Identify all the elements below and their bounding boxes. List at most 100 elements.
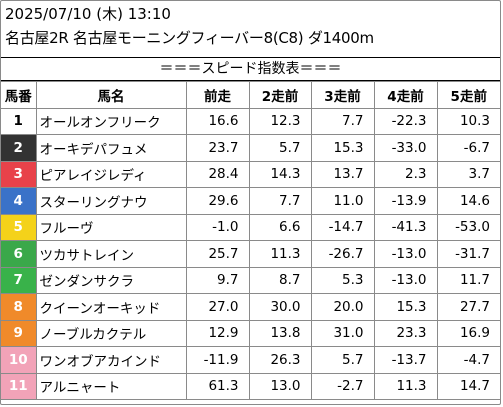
speed-index-value: 5.7 [310,346,375,374]
horse-number: 7 [1,266,37,294]
table-row: 5 フルーヴ -1.0 6.6 -14.7 -41.3 -53.0 [1,213,500,241]
table-row: 9 ノーブルカクテル 12.9 13.8 31.0 23.3 16.9 [1,319,500,347]
col-header-number: 馬番 [1,81,37,109]
speed-index-table: 馬番 馬名 前走 2走前 3走前 4走前 5走前 1 オールオンフリーク 16.6 1… [1,81,500,400]
table-row: 1 オールオンフリーク 16.6 12.3 7.7 -22.3 10.3 [1,107,500,135]
speed-index-value: 25.7 [185,240,250,268]
horse-number: 8 [1,293,37,321]
table-row: 3 ピアレイジレディ 28.4 14.3 13.7 2.3 3.7 [1,160,500,188]
speed-index-value: -13.9 [373,187,438,215]
speed-index-value: 7.7 [248,187,312,215]
horse-number: 1 [1,107,37,135]
speed-index-value: -22.3 [373,107,438,135]
horse-name: ノーブルカクテル [35,319,187,347]
speed-index-value: 31.0 [310,319,375,347]
horse-number: 11 [1,372,37,400]
speed-index-value: 61.3 [185,372,250,400]
speed-index-value: 28.4 [185,160,250,188]
speed-index-value: 29.6 [185,187,250,215]
horse-name: オールオンフリーク [35,107,187,135]
table-row: 10 ワンオブアカインド -11.9 26.3 5.7 -13.7 -4.7 [1,346,500,374]
speed-index-value: -11.9 [185,346,250,374]
speed-index-value: 14.6 [436,187,500,215]
horse-name: クイーンオーキッド [35,293,187,321]
speed-index-value: 2.3 [373,160,438,188]
speed-index-value: 7.7 [310,107,375,135]
speed-index-value: 16.6 [185,107,250,135]
speed-index-value: -2.7 [310,372,375,400]
horse-number: 3 [1,160,37,188]
horse-name: オーキデパフュメ [35,134,187,162]
table-row: 4 スターリングナウ 29.6 7.7 11.0 -13.9 14.6 [1,187,500,215]
table-row: 8 クイーンオーキッド 27.0 30.0 20.0 15.3 27.7 [1,293,500,321]
speed-index-value: 5.7 [248,134,312,162]
speed-index-value: -6.7 [436,134,500,162]
speed-index-value: 26.3 [248,346,312,374]
speed-index-value: -13.0 [373,240,438,268]
speed-index-value: 9.7 [185,266,250,294]
horse-number: 2 [1,134,37,162]
speed-index-value: -13.0 [373,266,438,294]
speed-index-value: 11.0 [310,187,375,215]
speed-index-value: 11.3 [373,372,438,400]
speed-index-value: 8.7 [248,266,312,294]
speed-index-value: 20.0 [310,293,375,321]
speed-index-value: -33.0 [373,134,438,162]
speed-index-value: 12.9 [185,319,250,347]
horse-name: スターリングナウ [35,187,187,215]
speed-index-value: 15.3 [373,293,438,321]
horse-name: フルーヴ [35,213,187,241]
speed-index-value: 15.3 [310,134,375,162]
horse-name: ワンオブアカインド [35,346,187,374]
horse-name: ピアレイジレディ [35,160,187,188]
col-header-4-races-ago: 4走前 [373,81,438,109]
speed-index-value: 23.3 [373,319,438,347]
speed-index-value: -41.3 [373,213,438,241]
horse-number: 4 [1,187,37,215]
speed-index-value: 27.0 [185,293,250,321]
speed-index-value: -1.0 [185,213,250,241]
col-header-5-races-ago: 5走前 [436,81,500,109]
horse-number: 10 [1,346,37,374]
speed-index-value: 30.0 [248,293,312,321]
speed-index-value: 12.3 [248,107,312,135]
speed-index-value: 13.0 [248,372,312,400]
speed-index-value: -4.7 [436,346,500,374]
speed-index-value: 5.3 [310,266,375,294]
speed-index-value: 10.3 [436,107,500,135]
col-header-2-races-ago: 2走前 [248,81,312,109]
horse-name: ツカサトレイン [35,240,187,268]
speed-index-value: 3.7 [436,160,500,188]
table-row: 6 ツカサトレイン 25.7 11.3 -26.7 -13.0 -31.7 [1,240,500,268]
speed-index-value: 6.6 [248,213,312,241]
speed-index-value: -26.7 [310,240,375,268]
speed-index-value: 27.7 [436,293,500,321]
speed-index-value: 14.3 [248,160,312,188]
table-row: 11 アルニャート 61.3 13.0 -2.7 11.3 14.7 [1,372,500,400]
speed-index-value: -53.0 [436,213,500,241]
horse-name: ゼンダンサクラ [35,266,187,294]
col-header-horse-name: 馬名 [35,81,187,109]
col-header-last-race: 前走 [185,81,250,109]
speed-index-value: -14.7 [310,213,375,241]
speed-index-value: -13.7 [373,346,438,374]
table-header-row: 馬番 馬名 前走 2走前 3走前 4走前 5走前 [1,81,500,109]
speed-index-value: 16.9 [436,319,500,347]
table-row: 7 ゼンダンサクラ 9.7 8.7 5.3 -13.0 11.7 [1,266,500,294]
speed-index-value: -31.7 [436,240,500,268]
speed-index-value: 23.7 [185,134,250,162]
speed-index-value: 13.7 [310,160,375,188]
table-banner: ＝＝＝スピード指数表＝＝＝ [1,57,500,81]
horse-number: 5 [1,213,37,241]
speed-index-value: 11.3 [248,240,312,268]
speed-index-value: 14.7 [436,372,500,400]
race-title: 名古屋2R 名古屋モーニングフィーバー8(C8) ダ1400m [5,29,374,47]
speed-index-value: 11.7 [436,266,500,294]
table-row: 2 オーキデパフュメ 23.7 5.7 15.3 -33.0 -6.7 [1,134,500,162]
race-datetime: 2025/07/10 (木) 13:10 [5,5,171,23]
speed-index-value: 13.8 [248,319,312,347]
horse-number: 9 [1,319,37,347]
col-header-3-races-ago: 3走前 [310,81,375,109]
horse-name: アルニャート [35,372,187,400]
